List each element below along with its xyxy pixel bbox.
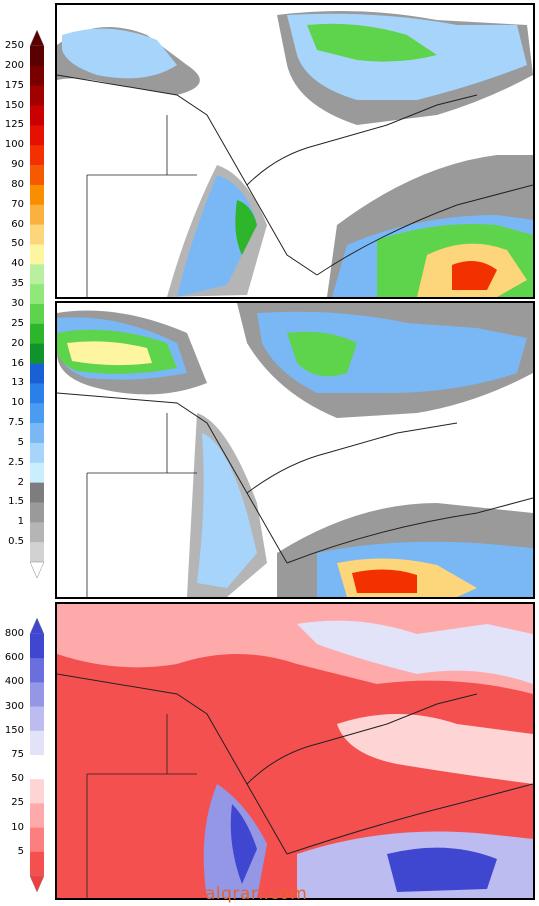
- precip-tick-label: 80: [11, 178, 24, 190]
- precip-colorbar-graphic: [29, 30, 45, 578]
- precip-swatch: [30, 105, 44, 126]
- precip-tick-label: 250: [4, 40, 24, 51]
- precip-swatch: [30, 145, 44, 166]
- forecast-map-2: [57, 303, 533, 597]
- precip-tick-label: 13: [11, 377, 24, 389]
- percent-swatch: [30, 803, 44, 828]
- percent-swatch: [30, 730, 44, 756]
- precip-swatch: [30, 383, 44, 404]
- precip-swatch: [30, 224, 44, 245]
- precip-swatch: [30, 403, 44, 424]
- percent-map: [57, 604, 533, 898]
- precip-tick-label: 50: [11, 238, 24, 250]
- precip-tick-label: 100: [4, 139, 24, 151]
- percent-swatch: [30, 851, 44, 877]
- precip-swatch: [30, 165, 44, 186]
- percent-top-arrow: [29, 618, 45, 635]
- precip-tick-label: 150: [4, 99, 24, 111]
- precip-swatch: [30, 284, 44, 305]
- precip-swatch: [30, 85, 44, 106]
- percent-tick-label: 400: [4, 676, 24, 688]
- precip-tick-label: 200: [4, 59, 24, 71]
- percent-colorbar-graphic: [29, 618, 45, 892]
- percent-bottom-arrow: [29, 875, 45, 892]
- precip-swatch: [30, 304, 44, 325]
- percent-swatch: [30, 827, 44, 853]
- forecast-map-1: [57, 5, 533, 297]
- precip-swatch: [30, 502, 44, 523]
- precip-bottom-arrow: [29, 561, 45, 578]
- precip-swatch: [30, 264, 44, 285]
- precip-tick-label: 16: [11, 357, 24, 369]
- precip-tick-label: 40: [11, 258, 24, 270]
- percent-colorbar: 800 600 400 300 150 75 50 25 10 5: [0, 618, 56, 892]
- precip-tick-label: 2.5: [8, 456, 24, 468]
- percent-swatch: [30, 634, 44, 659]
- percent-tick-label: 800: [4, 628, 24, 639]
- precip-tick-label: 30: [11, 298, 24, 309]
- precip-swatch: [30, 542, 44, 563]
- percent-tick-label: 5: [17, 845, 24, 857]
- precip-tick-label: 35: [11, 278, 24, 290]
- percent-swatch: [30, 706, 44, 732]
- precip-top-arrow: [29, 30, 45, 47]
- precip-swatch: [30, 46, 44, 67]
- map-panel-forecast-2: [55, 301, 535, 599]
- percent-tick-label: 75: [11, 749, 24, 760]
- precip-swatch: [30, 204, 44, 225]
- precip-swatch: [30, 363, 44, 384]
- precip-swatch: [30, 462, 44, 483]
- percent-tick-label: 600: [4, 652, 24, 664]
- precip-tick-label: 1: [17, 516, 24, 528]
- precip-tick-label: 2: [17, 476, 24, 488]
- precip-tick-label: 5: [17, 436, 24, 448]
- precip-swatch: [30, 482, 44, 503]
- percent-swatch: [30, 779, 44, 804]
- percent-tick-label: 25: [11, 797, 24, 809]
- precip-tick-label: 25: [11, 317, 24, 329]
- percent-tick-label: 300: [4, 700, 24, 712]
- precip-swatch: [30, 423, 44, 444]
- precip-swatch: [30, 343, 44, 364]
- precip-tick-label: 7.5: [8, 417, 24, 429]
- precip-swatch: [30, 442, 44, 464]
- precip-swatch: [30, 184, 44, 206]
- precip-swatch: [30, 125, 44, 146]
- precip-tick-label: 1.5: [8, 496, 24, 508]
- precip-swatch: [30, 522, 44, 543]
- precip-tick-label: 10: [11, 397, 24, 409]
- map-panel-percent-normal: [55, 602, 535, 900]
- precip-tick-label: 90: [11, 159, 24, 171]
- precip-swatch: [30, 65, 44, 86]
- percent-tick-label: 10: [11, 821, 24, 833]
- percent-swatch: [30, 682, 44, 707]
- precip-tick-label: 125: [4, 119, 24, 131]
- percent-swatch: [30, 755, 44, 780]
- percent-tick-label: 150: [4, 724, 24, 736]
- precip-tick-label: 0.5: [8, 536, 24, 548]
- precip-swatch: [30, 323, 44, 344]
- precip-tick-label: 60: [11, 218, 24, 230]
- percent-tick-label: 50: [11, 773, 24, 785]
- map-panel-forecast-1: [55, 3, 535, 299]
- precip-tick-label: 175: [4, 79, 24, 91]
- watermark: alqrari.com: [205, 884, 308, 904]
- precip-swatch: [30, 244, 44, 265]
- precip-tick-label: 20: [11, 337, 24, 349]
- precip-tick-label: 70: [11, 198, 24, 210]
- precip-colorbar: 250 200 175 150 125 100 90 80 70 60 50 40 35 30 25 20 16…: [0, 30, 56, 578]
- percent-swatch: [30, 658, 44, 683]
